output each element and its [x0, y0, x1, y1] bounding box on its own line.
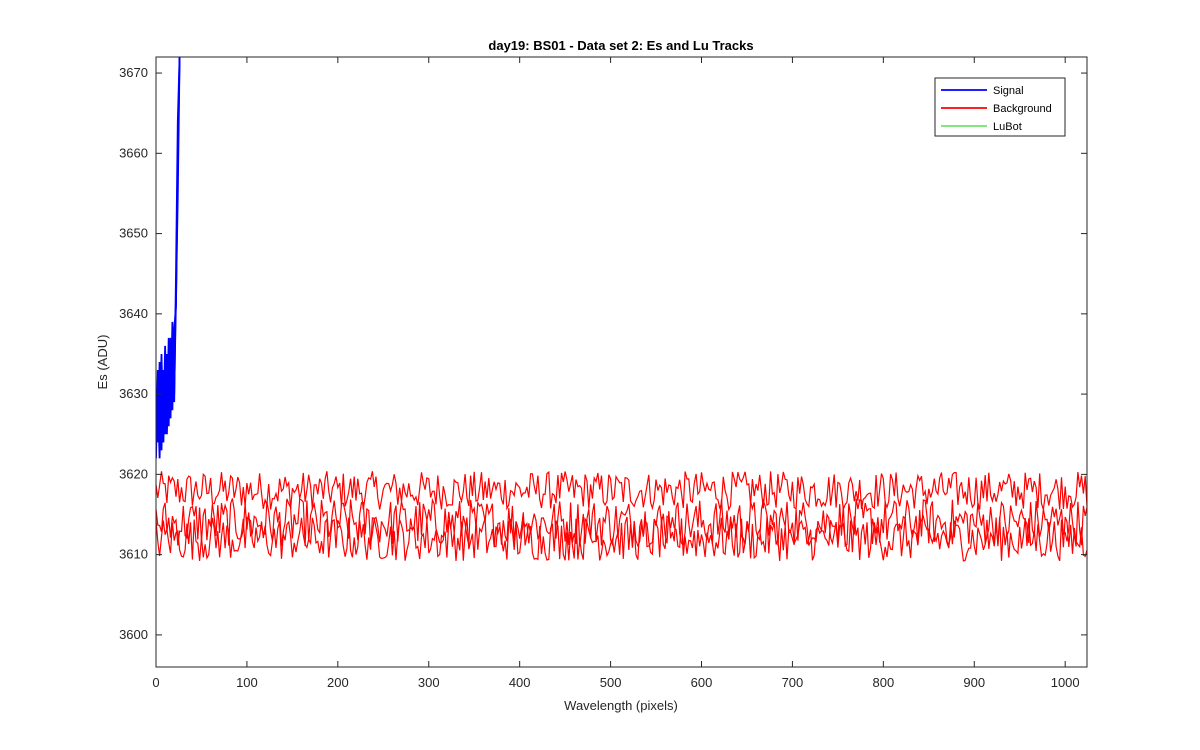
x-tick-label: 600 — [691, 675, 713, 690]
plot-frame — [155, 56, 1088, 668]
x-tick-label: 300 — [418, 675, 440, 690]
x-tick-label: 0 — [152, 675, 159, 690]
x-tick-label: 400 — [509, 675, 531, 690]
y-tick-label: 3610 — [119, 547, 148, 562]
y-tick-label: 3660 — [119, 145, 148, 160]
x-tick-label: 500 — [600, 675, 622, 690]
x-tick-label: 200 — [327, 675, 349, 690]
background-series-line — [156, 514, 1087, 562]
x-tick-label: 100 — [236, 675, 258, 690]
y-tick-label: 3670 — [119, 65, 148, 80]
background-series-line — [156, 497, 1087, 548]
legend-label-background: Background — [993, 103, 1052, 115]
y-tick-label: 3630 — [119, 386, 148, 401]
plot-area — [156, 57, 1087, 667]
chart-title: day19: BS01 - Data set 2: Es and Lu Trac… — [488, 38, 753, 53]
y-axis-label: Es (ADU) — [95, 335, 110, 390]
legend: Signal Background LuBot — [934, 77, 1066, 137]
x-axis-label: Wavelength (pixels) — [564, 698, 678, 713]
y-tick-label: 3650 — [119, 226, 148, 241]
background-series-line — [156, 470, 1087, 512]
y-tick-label: 3620 — [119, 466, 148, 481]
y-tick-label: 3640 — [119, 306, 148, 321]
legend-label-signal: Signal — [993, 85, 1024, 97]
x-tick-label: 900 — [963, 675, 985, 690]
signal-series-line — [156, 57, 181, 459]
legend-label-lubot: LuBot — [993, 121, 1022, 133]
x-tick-label: 1000 — [1051, 675, 1080, 690]
x-tick-label: 800 — [872, 675, 894, 690]
y-tick-label: 3600 — [119, 627, 148, 642]
x-tick-label: 700 — [782, 675, 804, 690]
